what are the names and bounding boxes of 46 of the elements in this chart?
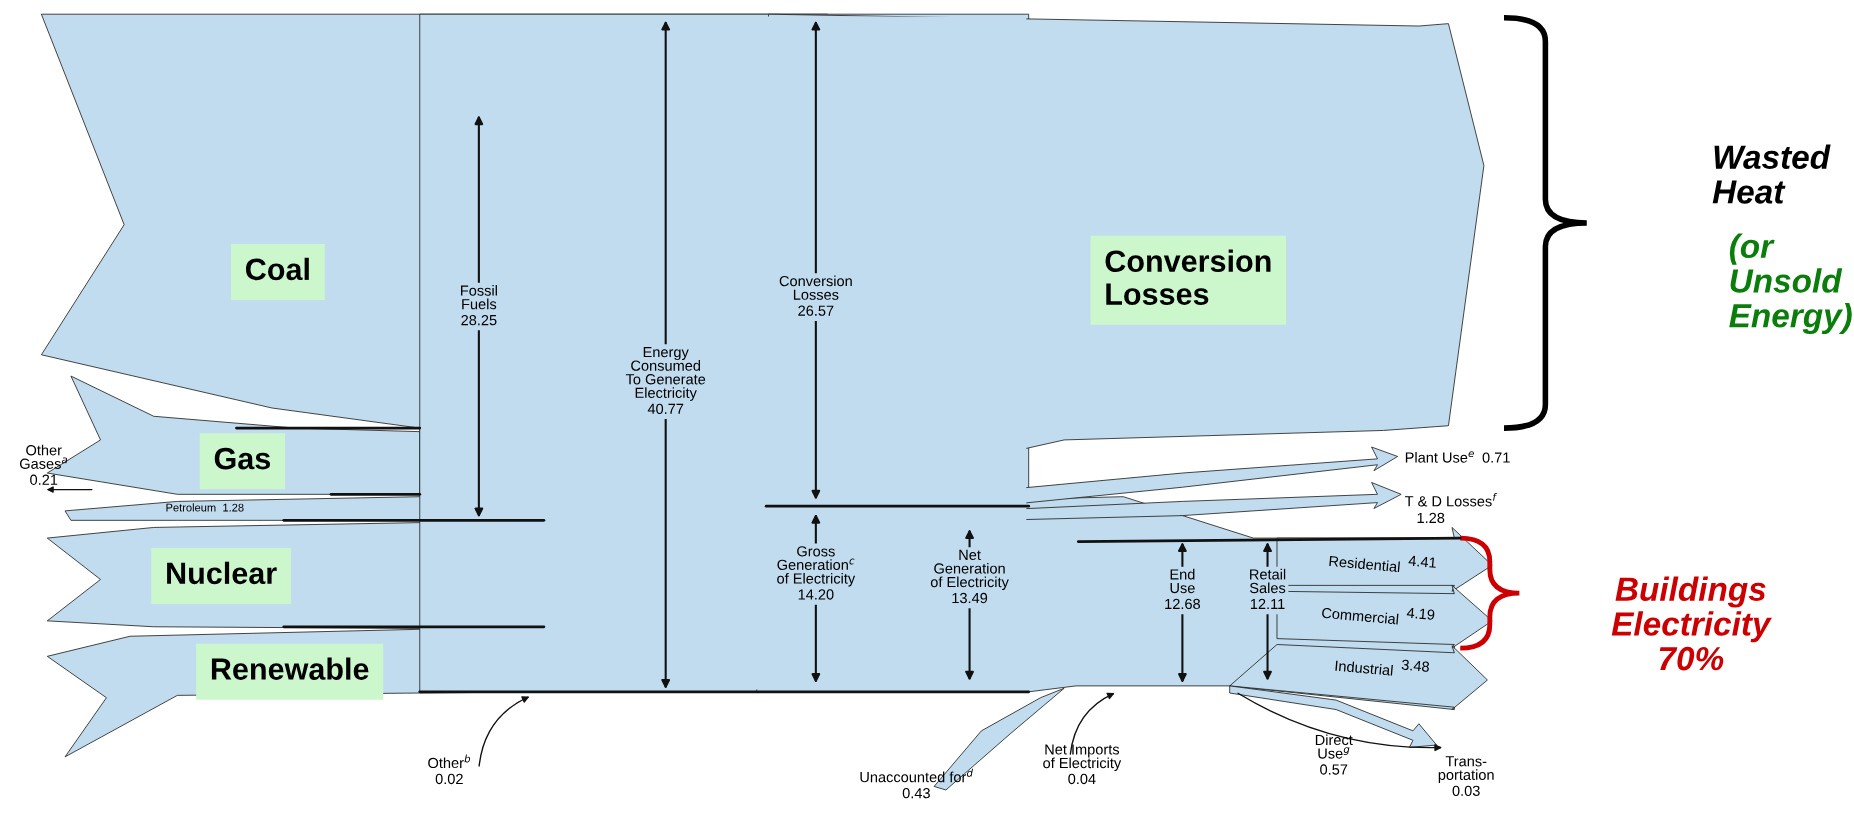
category-label: Plant Use$^{e}$	[1405, 451, 1474, 463]
data-label: 0.03	[1452, 785, 1480, 796]
data-label: 4.19	[1406, 607, 1435, 621]
data-label: 0.21	[30, 474, 58, 485]
category-label: End Use	[1170, 568, 1195, 594]
category-label: Net Imports of Electricity	[1043, 744, 1122, 772]
text: Nuclear	[167, 561, 277, 585]
text: Wasted Heat	[1712, 144, 1831, 204]
data-label: 3.48	[1401, 659, 1430, 673]
text: Renewable	[211, 657, 369, 680]
category-label: Other$^{b}$	[428, 754, 471, 769]
category-label: Commercial	[1321, 607, 1399, 625]
data-label: 13.49	[952, 592, 988, 604]
text: Buildings Electricity 70%	[1611, 576, 1772, 671]
category-label: Other Gases$^{a}$	[19, 444, 68, 469]
category-label: Industrial	[1335, 660, 1393, 676]
data-label: 1.28	[1417, 512, 1445, 524]
category-label: Trans- portation	[1438, 756, 1494, 783]
data-label: 0.57	[1320, 764, 1348, 775]
data-label: 12.11	[1250, 598, 1285, 609]
data-label: 0.02	[435, 773, 463, 785]
category-label: Retail Sales	[1249, 568, 1286, 594]
category-label: Fossil Fuels	[461, 285, 497, 310]
data-label: 1.28	[223, 503, 244, 512]
data-label: 4.41	[1408, 555, 1437, 568]
text: Conversion Losses	[1105, 249, 1271, 305]
category-label: Direct Use$^{g}$	[1315, 734, 1353, 759]
data-label: 28.25	[461, 314, 497, 326]
category-label: Petroleum	[166, 503, 216, 512]
text: Coal	[246, 257, 309, 281]
data-label: 40.77	[647, 403, 684, 414]
data-label: 0.71	[1482, 452, 1510, 463]
category-label: T & D Losses$^{f}$	[1405, 492, 1498, 507]
category-label: Residential	[1329, 555, 1400, 573]
data-label: 26.57	[798, 305, 834, 316]
category-label: Conversion Losses	[779, 275, 852, 300]
data-label: 14.20	[798, 589, 834, 600]
data-label: 0.43	[902, 787, 930, 799]
text: (or Unsold Energy)	[1729, 233, 1852, 335]
text: Gas	[214, 447, 271, 470]
category-label: Net Generation of Electricity	[930, 549, 1009, 591]
category-label: Unaccounted for$^{d}$	[860, 768, 974, 783]
category-label: Gross Generation$^{c}$ of Electricity	[777, 546, 856, 587]
category-label: Energy Consumed To Generate Electricity	[625, 347, 706, 401]
data-label: 12.68	[1165, 598, 1201, 610]
data-label: 0.04	[1068, 773, 1096, 785]
